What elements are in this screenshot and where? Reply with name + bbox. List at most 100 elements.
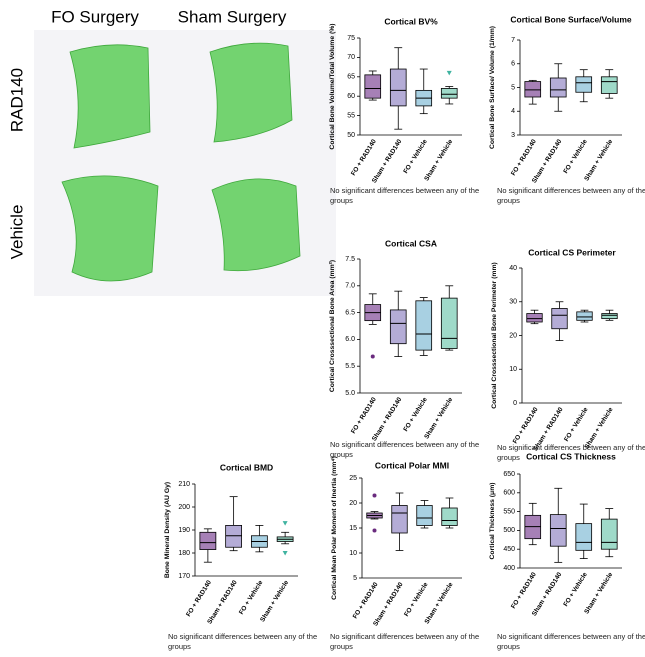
chart-title: Cortical BV% (384, 16, 438, 26)
y-tick-label: 6 (511, 61, 515, 68)
y-tick-label: 65 (347, 74, 355, 81)
box (601, 77, 617, 94)
y-tick-label: 6.5 (345, 309, 355, 316)
box (527, 314, 543, 322)
x-tick-label: FO + RAD140 (185, 579, 213, 618)
y-tick-label: 20 (509, 332, 517, 339)
box (365, 75, 381, 98)
y-tick-label: 600 (503, 490, 515, 497)
y-axis-label: Cortical Bone Volume/Total Volume (%) (329, 23, 336, 149)
x-tick-label: FO + Vehicle (403, 581, 430, 618)
y-tick-label: 0 (513, 400, 517, 407)
column-label: Sham Surgery (178, 7, 287, 26)
column-label: FO Surgery (51, 7, 139, 26)
outlier (371, 355, 375, 359)
box (576, 77, 592, 92)
y-tick-label: 10 (509, 366, 517, 373)
row-label: Vehicle (7, 205, 26, 260)
y-tick-label: 400 (503, 565, 515, 572)
x-tick-label: FO + RAD140 (512, 406, 540, 445)
outlier (447, 71, 452, 76)
note: No significant differences between any o… (497, 443, 645, 463)
box (200, 532, 216, 549)
box (226, 525, 242, 547)
x-tick-label: FO + RAD140 (350, 138, 378, 177)
y-tick-label: 210 (178, 481, 190, 488)
box (552, 309, 568, 329)
bone-render (70, 45, 150, 148)
x-tick-label: Sham + RAD140 (206, 579, 239, 625)
outlier (283, 551, 288, 556)
x-tick-label: Sham + Vehicle (583, 571, 614, 615)
box (390, 310, 406, 344)
y-axis-label: Cortical Mean Polar Moment of Inertia (m… (331, 456, 338, 600)
row-label: RAD140 (7, 68, 26, 132)
note: No significant differences between any o… (330, 440, 480, 460)
box (441, 298, 457, 348)
chart-title: Cortical Polar MMI (375, 460, 449, 470)
y-tick-label: 15 (349, 525, 357, 532)
y-tick-label: 50 (347, 132, 355, 139)
x-tick-label: FO + Vehicle (238, 579, 265, 616)
x-tick-label: FO + RAD140 (352, 581, 380, 620)
y-tick-label: 190 (178, 527, 190, 534)
y-tick-label: 5 (511, 84, 515, 91)
box (576, 524, 592, 551)
figure: FO Surgery Sham Surgery RAD140 Vehicle C… (0, 0, 645, 657)
y-tick-label: 5 (353, 575, 357, 582)
box (550, 515, 566, 547)
y-tick-label: 5.5 (345, 363, 355, 370)
y-tick-label: 75 (347, 35, 355, 42)
y-tick-label: 20 (349, 500, 357, 507)
box (525, 82, 541, 97)
box (441, 88, 457, 98)
box (442, 508, 458, 526)
box (601, 519, 617, 549)
note: No significant differences between any o… (330, 632, 480, 652)
y-tick-label: 450 (503, 546, 515, 553)
note: No significant differences between any o… (168, 632, 318, 652)
y-tick-label: 55 (347, 112, 355, 119)
y-tick-label: 5.0 (345, 390, 355, 397)
chart-figure: FO Surgery Sham Surgery RAD140 Vehicle C… (0, 0, 645, 657)
y-tick-label: 6.0 (345, 336, 355, 343)
x-tick-label: FO + Vehicle (402, 138, 429, 175)
outlier (373, 494, 377, 498)
y-tick-label: 40 (509, 265, 517, 272)
bone-render (212, 179, 300, 271)
box (416, 301, 432, 350)
y-tick-label: 25 (349, 475, 357, 482)
x-tick-label: FO + Vehicle (563, 406, 590, 443)
y-tick-label: 170 (178, 573, 190, 580)
x-tick-label: FO + Vehicle (562, 571, 589, 608)
box (417, 506, 433, 526)
x-tick-label: FO + RAD140 (510, 571, 538, 610)
y-tick-label: 7 (511, 37, 515, 44)
outlier (283, 521, 288, 526)
y-tick-label: 500 (503, 527, 515, 534)
note: No significant differences between any o… (497, 186, 645, 206)
chart-title: Cortical Bone Surface/Volume (510, 14, 632, 24)
note: No significant differences between any o… (330, 186, 480, 206)
y-tick-label: 70 (347, 54, 355, 61)
x-tick-label: FO + Vehicle (562, 138, 589, 175)
y-tick-label: 7.0 (345, 283, 355, 290)
y-tick-label: 180 (178, 550, 190, 557)
outlier (373, 529, 377, 533)
y-tick-label: 550 (503, 508, 515, 515)
box (577, 312, 593, 320)
y-axis-label: Bone Mineral Density (AU Gy) (164, 482, 171, 578)
chart-title: Cortical CS Perimeter (528, 247, 616, 257)
x-tick-label: Sham + Vehicle (423, 138, 454, 182)
chart-title: Cortical CSA (385, 238, 437, 248)
box (390, 69, 406, 106)
x-tick-label: Sham + Vehicle (259, 579, 290, 623)
y-tick-label: 60 (347, 93, 355, 100)
y-tick-label: 650 (503, 471, 515, 478)
y-axis-label: Cortical Crosssectional Bone Perimeter (… (491, 262, 498, 409)
x-tick-label: FO + Vehicle (402, 396, 429, 433)
y-tick-label: 200 (178, 504, 190, 511)
y-axis-label: Cortical Bone Surface/ Volume (1/mm) (489, 26, 496, 149)
note: No significant differences between any o… (497, 632, 645, 652)
box (602, 314, 618, 319)
